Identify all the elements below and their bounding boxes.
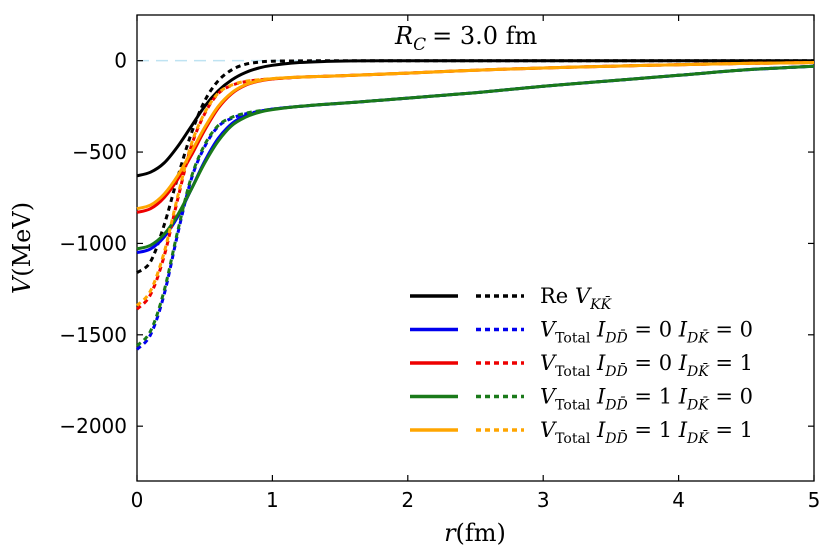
- x-tick-label: 3: [537, 488, 550, 512]
- series-line-solid-4: [136, 61, 815, 214]
- series-lines: [135, 59, 815, 351]
- series-line-dashed-1: [136, 59, 814, 274]
- y-axis-label: V(MeV): [8, 202, 36, 294]
- legend-label: VTotal IDD̄ = 1 IDK̄ = 1: [540, 418, 753, 447]
- legend-label: VTotal IDD̄ = 0 IDK̄ = 1: [540, 351, 753, 380]
- series-line-dashed-3: [135, 64, 815, 351]
- x-tick-label: 0: [131, 488, 144, 512]
- y-tick-label: −1500: [59, 323, 127, 347]
- legend-label: Re VKK̄: [540, 284, 613, 313]
- x-tick-label: 2: [401, 488, 414, 512]
- x-tick-label: 5: [808, 488, 821, 512]
- chart-title: RC = 3.0 fm: [394, 22, 538, 55]
- y-tick-label: −500: [72, 140, 127, 164]
- y-tick-label: 0: [114, 49, 127, 73]
- series-line-dashed-5: [135, 61, 815, 311]
- x-tick-label: 4: [672, 488, 685, 512]
- legend: Re VKK̄ VTotal IDD̄ = 0 IDK̄ = 0 VTotal ID…: [410, 284, 753, 447]
- x-axis-ticks: 0 1 2 3 4 5: [131, 15, 821, 512]
- y-tick-label: −2000: [59, 414, 127, 438]
- y-axis-ticks: 0 −500 −1000 −1500 −2000: [59, 49, 814, 438]
- y-tick-label: −1000: [59, 231, 127, 255]
- legend-label: VTotal IDD̄ = 1 IDK̄ = 0: [540, 385, 753, 414]
- series-line-dashed-7: [135, 64, 815, 347]
- x-tick-label: 1: [266, 488, 279, 512]
- legend-label: VTotal IDD̄ = 0 IDK̄ = 0: [540, 318, 753, 347]
- x-axis-label: r(fm): [444, 519, 506, 547]
- series-line-dashed-9: [135, 61, 815, 307]
- plot-frame: [136, 14, 815, 482]
